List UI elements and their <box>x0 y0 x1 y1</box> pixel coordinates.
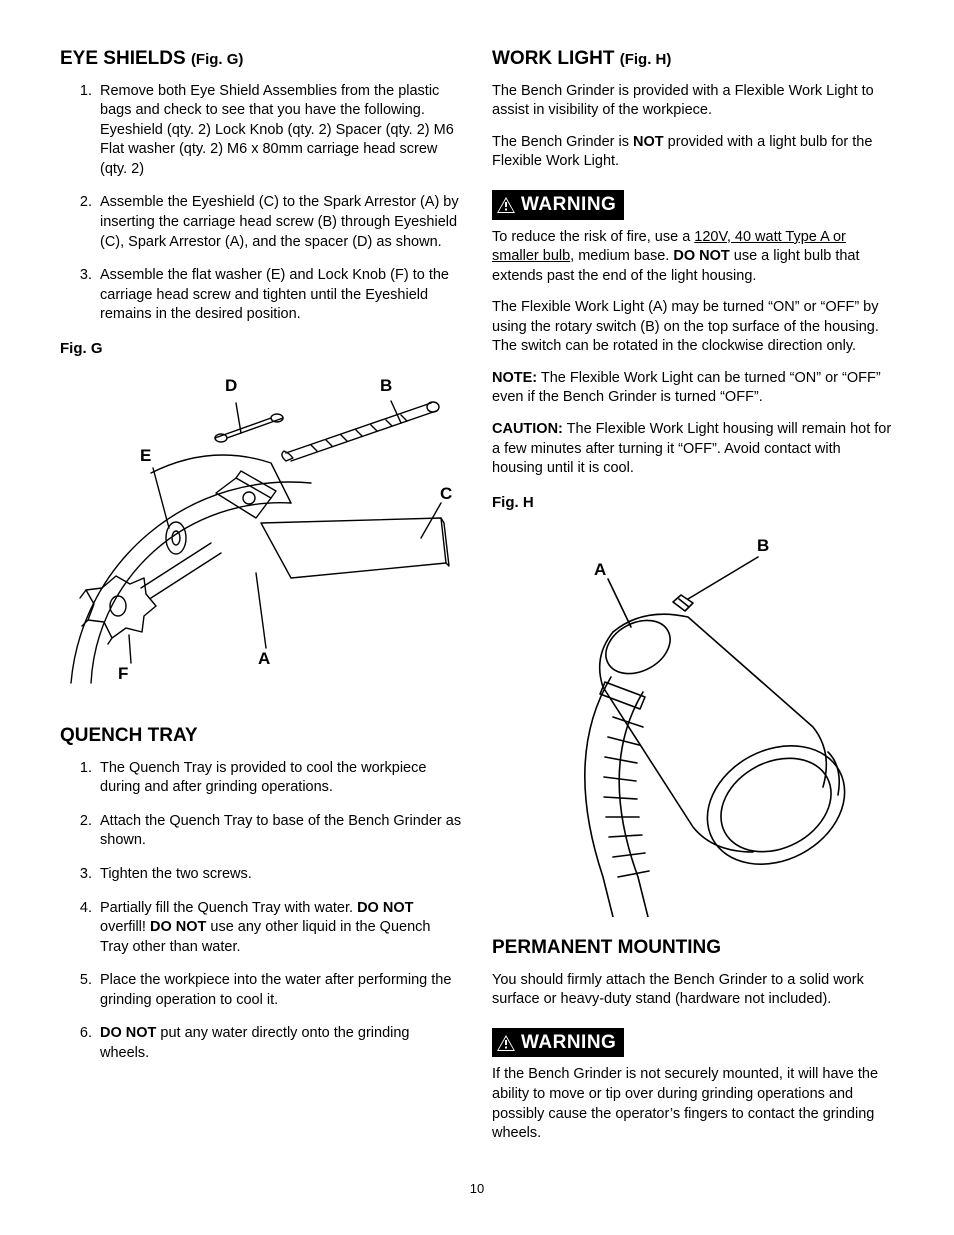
quench-heading: QUENCH TRAY <box>60 723 462 749</box>
work-light-heading: WORK LIGHT (Fig. H) <box>492 46 894 72</box>
list-item: Remove both Eye Shield Assemblies from t… <box>96 82 462 180</box>
fig-letter-d: D <box>225 375 237 398</box>
warning-icon <box>496 196 516 214</box>
fig-letter-a: A <box>258 648 270 671</box>
list-item: Attach the Quench Tray to base of the Be… <box>96 812 462 851</box>
paragraph: The Bench Grinder is provided with a Fle… <box>492 82 894 121</box>
heading-text: WORK LIGHT <box>492 48 614 69</box>
warning-badge: WARNING <box>492 1028 624 1058</box>
warning-icon <box>496 1034 516 1052</box>
figure-g: D B E C A F <box>60 363 462 703</box>
fig-ref: (Fig. H) <box>620 51 672 68</box>
caution: CAUTION: The Flexible Work Light housing… <box>492 420 894 479</box>
list-item: Assemble the flat washer (E) and Lock Kn… <box>96 266 462 325</box>
paragraph: The Flexible Work Light (A) may be turne… <box>492 298 894 357</box>
list-item: Assemble the Eyeshield (C) to the Spark … <box>96 193 462 252</box>
list-item: Partially fill the Quench Tray with wate… <box>96 899 462 958</box>
eye-shields-steps: Remove both Eye Shield Assemblies from t… <box>60 82 462 325</box>
fig-letter-e: E <box>140 445 151 468</box>
list-item: The Quench Tray is provided to cool the … <box>96 759 462 798</box>
figure-h: A B <box>492 517 894 917</box>
paragraph: You should firmly attach the Bench Grind… <box>492 971 894 1010</box>
fig-letter-b: B <box>380 375 392 398</box>
list-item: Place the workpiece into the water after… <box>96 971 462 1010</box>
fig-h-label: Fig. H <box>492 493 894 513</box>
warning-text: To reduce the risk of fire, use a 120V, … <box>492 228 894 287</box>
list-item: DO NOT put any water directly onto the g… <box>96 1024 462 1063</box>
warning-badge: WARNING <box>492 190 624 220</box>
fig-letter-c: C <box>440 483 452 506</box>
fig-letter-a: A <box>594 559 606 582</box>
note: NOTE: The Flexible Work Light can be tur… <box>492 369 894 408</box>
heading-text: EYE SHIELDS <box>60 48 186 69</box>
warning-label: WARNING <box>521 1030 616 1056</box>
fig-letter-f: F <box>118 663 128 686</box>
fig-ref: (Fig. G) <box>191 51 244 68</box>
mounting-heading: PERMANENT MOUNTING <box>492 935 894 961</box>
warning-text: If the Bench Grinder is not securely mou… <box>492 1065 894 1143</box>
quench-steps: The Quench Tray is provided to cool the … <box>60 759 462 1064</box>
page-number: 10 <box>60 1180 894 1198</box>
paragraph: The Bench Grinder is NOT provided with a… <box>492 133 894 172</box>
eye-shields-heading: EYE SHIELDS (Fig. G) <box>60 46 462 72</box>
list-item: Tighten the two screws. <box>96 865 462 885</box>
fig-g-label: Fig. G <box>60 339 462 359</box>
fig-letter-b: B <box>757 535 769 558</box>
warning-label: WARNING <box>521 192 616 218</box>
